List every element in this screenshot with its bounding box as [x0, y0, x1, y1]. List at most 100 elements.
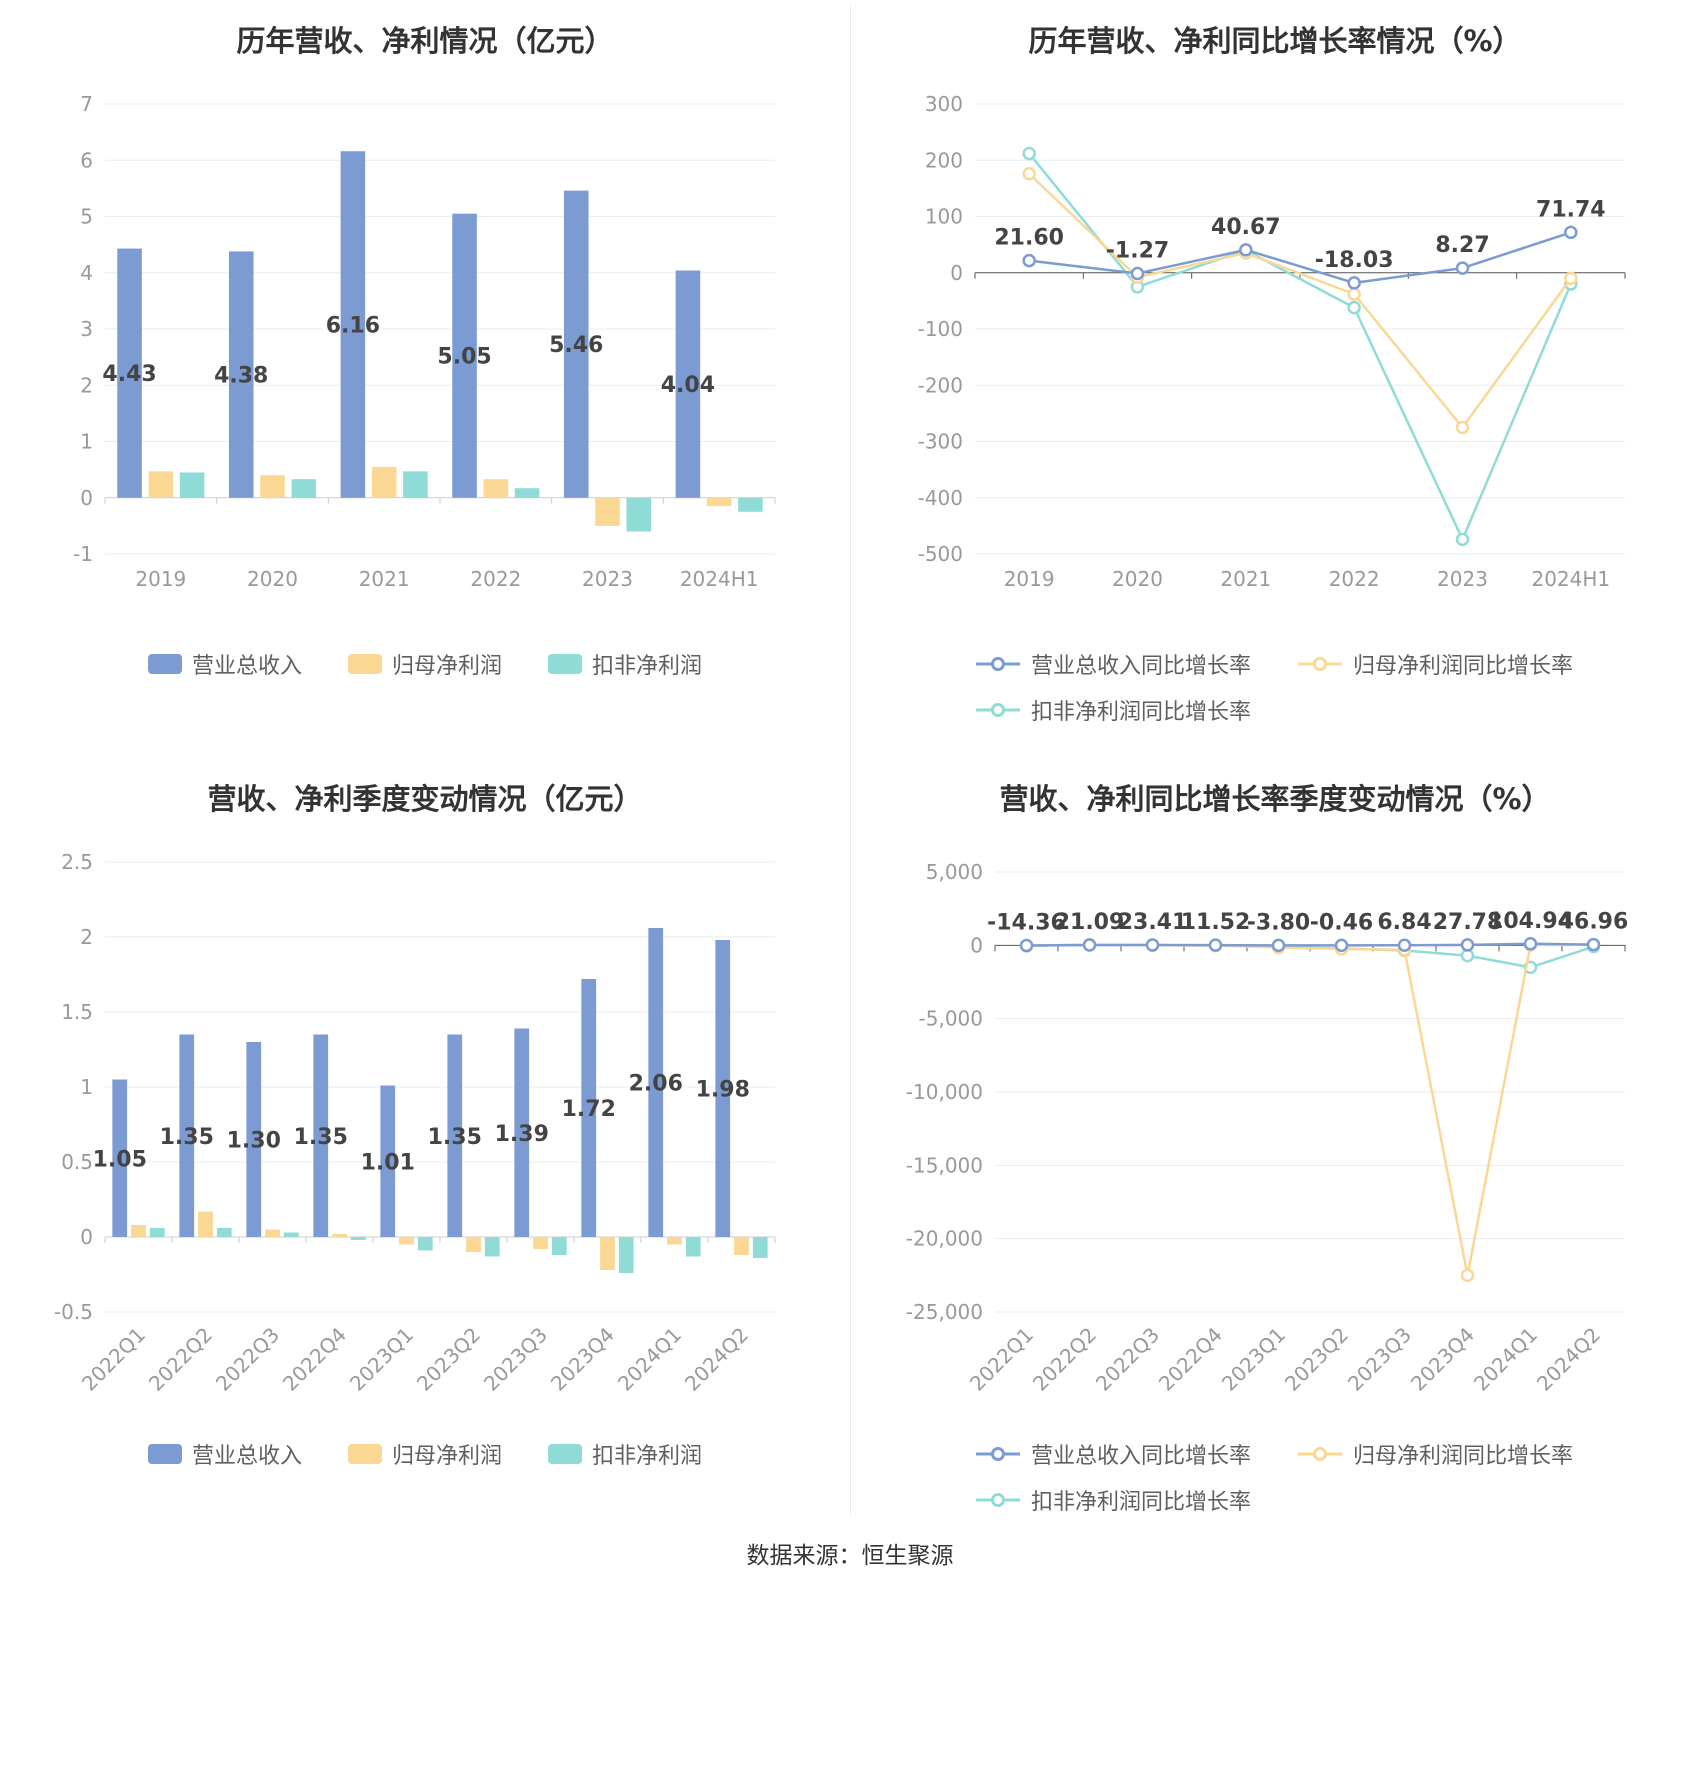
legend-swatch-icon: [548, 1444, 582, 1464]
svg-text:2019: 2019: [1004, 567, 1055, 591]
svg-text:-10,000: -10,000: [906, 1080, 983, 1104]
legend-annual-growth: 营业总收入同比增长率 归母净利润同比增长率扣非净利润同比增长率: [975, 648, 1575, 726]
svg-text:5,000: 5,000: [926, 860, 983, 884]
legend-item[interactable]: 扣非净利润: [548, 1438, 702, 1470]
legend-swatch-icon: [347, 654, 382, 674]
svg-text:23.41: 23.41: [1118, 910, 1188, 935]
svg-text:5: 5: [80, 205, 93, 229]
annual-growth-line-chart: -500 -400 -300 -200 -100 0 100 200 300 2019 2020 20…: [918, 92, 1626, 591]
chart-title-annual-values: 历年营收、净利情况（亿元）: [236, 24, 614, 58]
legend-item-label: 归母净利润: [391, 654, 502, 679]
legend-item-label: 归母净利润同比增长率: [1353, 654, 1574, 679]
svg-text:6.84: 6.84: [1377, 910, 1431, 935]
svg-text:-1: -1: [73, 542, 93, 566]
svg-text:1.05: 1.05: [93, 1147, 147, 1172]
legend-line-marker-icon: [976, 703, 1020, 717]
svg-text:1.39: 1.39: [495, 1122, 549, 1147]
svg-text:2022Q3: 2022Q3: [1091, 1323, 1164, 1396]
quadrant-quarterly-values: 营收、净利季度变动情况（亿元） -0.5 0 0.5 1 1.5 2 2.5 2022Q1 20…: [0, 758, 850, 1530]
svg-text:-500: -500: [918, 542, 963, 566]
svg-text:2024H1: 2024H1: [1531, 567, 1610, 591]
svg-text:4.43: 4.43: [102, 362, 156, 387]
legend-annual-values: 营业总收入 归母净利润 扣非净利润: [147, 648, 702, 680]
legend-swatch-icon: [147, 654, 182, 674]
legend-line-marker-icon: [1298, 657, 1343, 671]
legend-item[interactable]: 营业总收入同比增长率: [975, 1438, 1251, 1470]
svg-text:1.35: 1.35: [160, 1125, 214, 1150]
svg-text:2023Q2: 2023Q2: [1280, 1323, 1353, 1396]
svg-text:1.98: 1.98: [696, 1078, 750, 1103]
svg-text:3: 3: [80, 317, 93, 341]
svg-text:-1.27: -1.27: [1106, 238, 1169, 263]
quarterly-revenue-profit-bar-chart: -0.5 0 0.5 1 1.5 2 2.5 2022Q12022Q22022Q32022Q4…: [54, 850, 776, 1396]
svg-text:1.35: 1.35: [294, 1125, 348, 1150]
legend-item[interactable]: 扣非净利润: [548, 648, 702, 680]
quadrant-annual-growth: 历年营收、净利同比增长率情况（%） -500 -400 -300 -200 -100 0 1…: [850, 0, 1700, 758]
svg-text:2023Q2: 2023Q2: [412, 1323, 485, 1396]
legend-swatch-icon: [548, 654, 582, 674]
svg-text:1.01: 1.01: [361, 1150, 415, 1175]
svg-text:2022Q3: 2022Q3: [211, 1323, 284, 1396]
svg-text:7: 7: [80, 92, 93, 116]
svg-text:46.96: 46.96: [1559, 910, 1629, 935]
chart-title-quarterly-growth: 营收、净利同比增长率季度变动情况（%）: [999, 782, 1551, 816]
svg-text:2020: 2020: [1112, 567, 1163, 591]
svg-text:2023: 2023: [582, 567, 633, 591]
svg-text:2021: 2021: [359, 567, 410, 591]
legend-item[interactable]: 归母净利润: [347, 1438, 502, 1470]
legend-swatch-icon: [347, 1444, 382, 1464]
legend-item[interactable]: 营业总收入: [147, 1438, 302, 1470]
svg-text:0: 0: [970, 933, 983, 957]
svg-text:2024Q2: 2024Q2: [680, 1323, 753, 1396]
svg-text:71.74: 71.74: [1536, 197, 1606, 222]
svg-text:6.16: 6.16: [326, 314, 380, 339]
legend-item[interactable]: 归母净利润同比增长率: [1297, 648, 1573, 680]
svg-text:2023Q1: 2023Q1: [1217, 1323, 1290, 1396]
quarterly-growth-line-chart: -25,000 -20,000 -15,000 -10,000 -5,000 0 5,000…: [906, 860, 1629, 1396]
legend-item[interactable]: 扣非净利润同比增长率: [975, 1484, 1251, 1516]
svg-text:2022Q1: 2022Q1: [77, 1323, 150, 1396]
legend-item[interactable]: 营业总收入同比增长率: [975, 648, 1251, 680]
legend-quarterly-growth: 营业总收入同比增长率 归母净利润同比增长率扣非净利润同比增长率: [975, 1438, 1575, 1516]
svg-text:-20,000: -20,000: [906, 1227, 983, 1251]
svg-text:2023Q3: 2023Q3: [1343, 1323, 1416, 1396]
svg-text:1: 1: [80, 1075, 93, 1099]
svg-text:0: 0: [80, 1225, 93, 1249]
legend-item-label: 营业总收入: [191, 654, 302, 679]
legend-item-label: 扣非净利润同比增长率: [1031, 1490, 1252, 1515]
legend-line-marker-icon: [976, 657, 1020, 671]
legend-item-label: 营业总收入: [191, 1444, 302, 1469]
svg-text:21.09: 21.09: [1055, 910, 1125, 935]
svg-text:4.04: 4.04: [661, 373, 715, 398]
svg-text:0: 0: [950, 261, 963, 285]
legend-item[interactable]: 归母净利润: [347, 648, 502, 680]
legend-item[interactable]: 归母净利润同比增长率: [1297, 1438, 1573, 1470]
legend-item[interactable]: 营业总收入: [147, 648, 302, 680]
svg-text:2024Q2: 2024Q2: [1532, 1323, 1605, 1396]
svg-text:6: 6: [80, 148, 93, 172]
svg-text:-300: -300: [918, 430, 963, 454]
svg-text:100: 100: [925, 205, 963, 229]
svg-text:2020: 2020: [247, 567, 298, 591]
svg-text:2: 2: [80, 925, 93, 949]
svg-text:0.5: 0.5: [61, 1150, 93, 1174]
svg-text:2023Q1: 2023Q1: [345, 1323, 418, 1396]
legend-item-label: 营业总收入同比增长率: [1031, 654, 1252, 679]
svg-text:-200: -200: [918, 373, 963, 397]
svg-text:200: 200: [925, 148, 963, 172]
legend-item-label: 扣非净利润同比增长率: [1031, 700, 1252, 725]
quadrant-quarterly-growth: 营收、净利同比增长率季度变动情况（%） -25,000 -20,000 -15,00…: [850, 758, 1700, 1530]
legend-item-label: 扣非净利润: [592, 1444, 703, 1469]
svg-text:2022Q2: 2022Q2: [1028, 1323, 1101, 1396]
annual-revenue-profit-bar-chart: -1 0 1 2 3 4 5 6 7 2019 2020 2021 2022 2023 2024H1 4.43…: [73, 92, 776, 591]
svg-text:2022: 2022: [470, 567, 521, 591]
svg-text:104.94: 104.94: [1488, 909, 1573, 934]
legend-item-label: 归母净利润同比增长率: [1353, 1444, 1574, 1469]
legend-item[interactable]: 扣非净利润同比增长率: [975, 694, 1251, 726]
svg-text:1.72: 1.72: [562, 1097, 616, 1122]
chart-title-quarterly-values: 营收、净利季度变动情况（亿元）: [207, 782, 643, 816]
chart-title-annual-growth: 历年营收、净利同比增长率情况（%）: [1028, 24, 1522, 58]
legend-line-marker-icon: [976, 1447, 1020, 1461]
svg-text:2022Q1: 2022Q1: [965, 1323, 1038, 1396]
